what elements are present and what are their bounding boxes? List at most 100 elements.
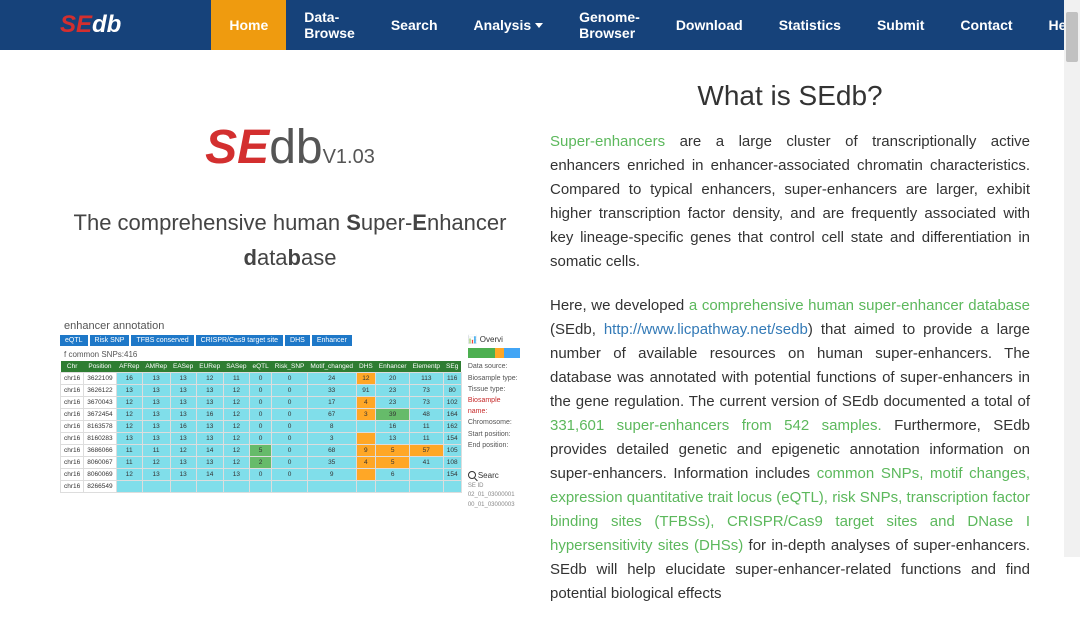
table-cell: 108 (443, 457, 461, 469)
table-cell: chr16 (61, 433, 84, 445)
tagline-uper: uper- (361, 210, 412, 235)
table-cell: 13 (196, 433, 223, 445)
table-cell: 0 (249, 469, 271, 481)
th: Position (84, 361, 116, 373)
table-cell: chr16 (61, 397, 84, 409)
se-item: 00_01_03000003 (468, 501, 520, 511)
table-cell: 8160283 (84, 433, 116, 445)
nav-logo-db: db (92, 11, 121, 38)
table-cell: 0 (272, 373, 308, 385)
table-cell: 2 (249, 457, 271, 469)
nav-analysis[interactable]: Analysis (456, 0, 562, 50)
table-row: chr168266549 (61, 481, 462, 493)
table-cell: 73 (410, 385, 443, 397)
nav-contact[interactable]: Contact (942, 0, 1030, 50)
link-database[interactable]: a comprehensive human super-enhancer dat… (689, 297, 1030, 314)
mini-left: enhancer annotation eQTL Risk SNP TFBS c… (60, 320, 462, 510)
table-cell: 8266549 (84, 481, 116, 493)
table-row: chr168060067111213131220354541108 (61, 457, 462, 469)
mini-annot-title: enhancer annotation (60, 320, 462, 332)
nav-statistics[interactable]: Statistics (761, 0, 859, 50)
table-cell: 13 (142, 385, 170, 397)
table-row: chr16816357812131613120081611162 (61, 421, 462, 433)
table-cell: 164 (443, 409, 461, 421)
table-cell: 57 (410, 445, 443, 457)
table-cell: 3 (356, 409, 376, 421)
table-cell: 13 (170, 409, 196, 421)
table-cell: 12 (116, 421, 142, 433)
table-cell: 0 (272, 397, 308, 409)
table-cell (356, 421, 376, 433)
tagline-s: S (346, 210, 361, 235)
table-cell: 91 (356, 385, 376, 397)
table-cell (410, 481, 443, 493)
th: EASep (170, 361, 196, 373)
tagline-nhancer: nhancer (427, 210, 507, 235)
table-cell: chr16 (61, 469, 84, 481)
table-cell: 12 (223, 445, 249, 457)
table-cell: 0 (272, 445, 308, 457)
mini-tab: TFBS conserved (131, 335, 193, 346)
nav-home[interactable]: Home (211, 0, 286, 50)
meta-label: End position: (468, 440, 520, 451)
tagline-ata: ata (257, 245, 288, 270)
table-cell: 14 (196, 445, 223, 457)
mini-tab: DHS (285, 335, 310, 346)
table-cell: 13 (142, 409, 170, 421)
table-cell: 3622109 (84, 373, 116, 385)
link-super-enhancers[interactable]: Super-enhancers (550, 133, 665, 150)
table-cell: 13 (142, 397, 170, 409)
table-cell: chr16 (61, 373, 84, 385)
table-cell: 67 (307, 409, 356, 421)
table-cell: 39 (376, 409, 410, 421)
mini-tab: Risk SNP (90, 335, 130, 346)
table-cell: 3670043 (84, 397, 116, 409)
table-cell: 12 (356, 373, 376, 385)
table-cell: 13 (196, 385, 223, 397)
link-stats[interactable]: 331,601 super-enhancers from 542 samples… (550, 417, 882, 434)
nav-download[interactable]: Download (658, 0, 761, 50)
table-cell: 8060069 (84, 469, 116, 481)
mini-table: Chr Position AFRep AMRep EASep EURep SAS… (60, 361, 462, 493)
table-cell (376, 481, 410, 493)
se-id-label: SE ID (468, 482, 520, 492)
mini-table-header: Chr Position AFRep AMRep EASep EURep SAS… (61, 361, 462, 373)
meta-label: Biosample type: (468, 373, 520, 384)
navbar: SEdb Home Data-Browse Search Analysis Ge… (0, 0, 1080, 50)
table-cell: 13 (170, 469, 196, 481)
version: V1.03 (323, 146, 375, 168)
table-cell: 11 (116, 445, 142, 457)
table-cell: 11 (410, 421, 443, 433)
table-cell: chr16 (61, 457, 84, 469)
nav-data-browse[interactable]: Data-Browse (286, 0, 373, 50)
table-cell: 24 (307, 373, 356, 385)
scrollbar-thumb[interactable] (1066, 12, 1078, 62)
table-cell: 0 (272, 385, 308, 397)
table-cell: 13 (116, 433, 142, 445)
link-url[interactable]: http://www.licpathway.net/sedb (604, 321, 808, 338)
table-cell: 8163578 (84, 421, 116, 433)
table-cell: 12 (170, 445, 196, 457)
nav-genome-browser[interactable]: Genome-Browser (561, 0, 658, 50)
table-cell: 20 (376, 373, 410, 385)
scrollbar[interactable] (1064, 0, 1080, 557)
table-cell: 13 (170, 433, 196, 445)
nav-search[interactable]: Search (373, 0, 456, 50)
table-cell (116, 481, 142, 493)
p2-mid1: (SEdb, (550, 321, 604, 338)
table-cell: 13 (142, 373, 170, 385)
seg-green (468, 348, 495, 358)
table-cell: 5 (249, 445, 271, 457)
nav-submit[interactable]: Submit (859, 0, 942, 50)
table-cell: 16 (196, 409, 223, 421)
content: SEdbV1.03 The comprehensive human Super-… (0, 50, 1080, 626)
th: SASep (223, 361, 249, 373)
table-cell: 13 (142, 433, 170, 445)
nav-logo-se: SE (60, 11, 92, 38)
th: EURep (196, 361, 223, 373)
table-cell: 0 (249, 397, 271, 409)
table-cell: 16 (376, 421, 410, 433)
nav-logo[interactable]: SEdb (60, 11, 121, 39)
nav-analysis-label: Analysis (474, 17, 532, 33)
th: Enhancer (376, 361, 410, 373)
